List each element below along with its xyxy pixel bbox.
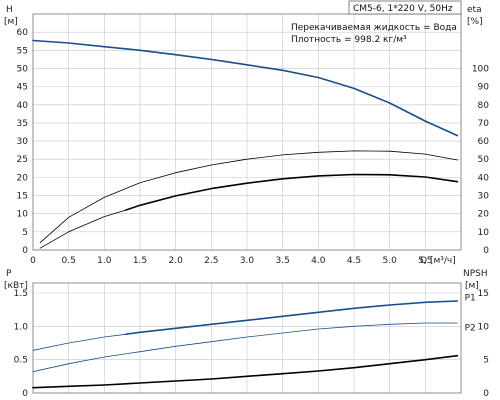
bottom-left-tick-label: 1.5 bbox=[14, 289, 28, 299]
x-tick-label: 5.0 bbox=[383, 256, 398, 266]
bottom-curve-2 bbox=[124, 300, 459, 336]
x-tick-label: 0 bbox=[30, 256, 36, 266]
top-left-tick-label: 0 bbox=[22, 246, 28, 256]
x-tick-label: 1.5 bbox=[133, 256, 147, 266]
top-left-tick-label: 25 bbox=[17, 155, 28, 165]
bottom-curve-1 bbox=[32, 333, 127, 351]
top-right-tick-label: 90 bbox=[478, 83, 490, 93]
x-tick-label: 2.0 bbox=[169, 256, 184, 266]
info-box-text: CM5-6, 1*220 V, 50Hz bbox=[353, 4, 453, 14]
series-label-p2: P2 bbox=[465, 324, 476, 334]
x-axis-label: Q [м³/ч] bbox=[420, 256, 456, 266]
top-curve-2 bbox=[39, 150, 458, 244]
bottom-series-labels: P1 P2 bbox=[465, 294, 476, 334]
series-label-p1: P1 bbox=[465, 294, 476, 304]
top-right-tick-label: 50 bbox=[478, 155, 490, 165]
top-curve-4 bbox=[124, 173, 459, 211]
x-tick-label: 3.0 bbox=[240, 256, 255, 266]
top-left-axis-ticks: 0 5 10 15 20 25 30 35 40 45 50 55 60 bbox=[17, 28, 29, 256]
top-left-tick-label: 55 bbox=[17, 46, 28, 56]
top-right-tick-label: 80 bbox=[478, 101, 490, 111]
x-tick-label: 1.0 bbox=[97, 256, 112, 266]
bottom-right-tick-label: 10 bbox=[478, 322, 490, 332]
top-right-axis-ticks: 0 10 20 30 40 50 60 70 80 90 100 bbox=[472, 64, 489, 256]
x-tick-label: 4.0 bbox=[311, 256, 326, 266]
top-chart: 0 5 10 15 20 25 30 35 40 45 50 55 60 0 10 20 30 40 50 60 70… bbox=[4, 0, 489, 266]
bottom-left-tick-label: 0.5 bbox=[14, 356, 28, 366]
bottom-left-axis-label-2: [кВт] bbox=[4, 281, 28, 291]
x-tick-label: 0.5 bbox=[62, 256, 76, 266]
x-tick-label: 4.5 bbox=[347, 256, 361, 266]
bottom-curve-4 bbox=[32, 354, 459, 389]
top-right-tick-label: 20 bbox=[478, 210, 490, 220]
legend-density: Плотность = 998.2 кг/м³ bbox=[291, 35, 407, 45]
top-right-axis-label-1: eta bbox=[467, 5, 482, 15]
top-left-tick-label: 15 bbox=[17, 192, 28, 202]
top-right-tick-label: 100 bbox=[472, 64, 489, 74]
top-left-tick-label: 20 bbox=[17, 173, 29, 183]
top-left-tick-label: 45 bbox=[17, 83, 28, 93]
bottom-left-axis-label-1: P bbox=[6, 269, 12, 279]
x-tick-label: 5.5 bbox=[418, 256, 432, 266]
top-x-axis-ticks: 0 0.5 1.0 1.5 2.0 2.5 3.0 3.5 4.0 4.5 5.0 5.5 bbox=[30, 256, 432, 266]
top-right-tick-label: 40 bbox=[478, 173, 490, 183]
bottom-right-tick-label: 5 bbox=[483, 356, 489, 366]
top-right-tick-label: 10 bbox=[478, 228, 490, 238]
top-right-tick-label: 30 bbox=[478, 192, 490, 202]
top-right-tick-label: 60 bbox=[478, 137, 490, 147]
top-left-tick-label: 30 bbox=[17, 137, 29, 147]
info-box bbox=[348, 0, 462, 15]
legend-fluid: Перекачиваемая жидкость = Вода bbox=[291, 23, 457, 33]
bottom-right-tick-label: 15 bbox=[478, 289, 489, 299]
top-left-tick-label: 40 bbox=[17, 101, 29, 111]
top-left-tick-label: 5 bbox=[22, 228, 28, 238]
top-curve-1 bbox=[32, 39, 459, 137]
bottom-curve-3 bbox=[32, 322, 458, 373]
top-left-axis-label-2: [м] bbox=[4, 17, 18, 27]
top-left-axis-label-1: H bbox=[6, 5, 13, 15]
top-left-tick-label: 10 bbox=[17, 210, 29, 220]
bottom-chart-frame bbox=[32, 282, 462, 394]
top-chart-grid bbox=[32, 14, 462, 251]
x-tick-label: 3.5 bbox=[276, 256, 290, 266]
bottom-right-axis-label-1: NPSH bbox=[463, 269, 488, 279]
bottom-right-axis-ticks: 0 5 10 15 bbox=[478, 289, 490, 399]
top-curve-3 bbox=[39, 209, 127, 249]
bottom-left-tick-label: 0 bbox=[22, 389, 28, 399]
top-right-axis-label-2: [%] bbox=[467, 17, 483, 27]
top-left-tick-label: 50 bbox=[17, 64, 29, 74]
bottom-right-axis-label-2: [м] bbox=[465, 281, 479, 291]
x-tick-label: 2.5 bbox=[204, 256, 218, 266]
top-chart-frame bbox=[32, 13, 462, 251]
bottom-left-axis-ticks: 0 0.5 1.0 1.5 bbox=[14, 289, 29, 399]
bottom-left-tick-label: 1.0 bbox=[14, 322, 29, 332]
bottom-chart: 0 0.5 1.0 1.5 0 5 10 15 P1 P2 P [кВт] NPSH [м] bbox=[4, 269, 489, 399]
top-left-tick-label: 60 bbox=[17, 28, 29, 38]
top-left-tick-label: 35 bbox=[17, 119, 28, 129]
bottom-chart-curves bbox=[32, 300, 459, 389]
top-right-tick-label: 0 bbox=[483, 246, 489, 256]
top-right-tick-label: 70 bbox=[478, 119, 490, 129]
bottom-right-tick-label: 0 bbox=[483, 389, 489, 399]
top-chart-curves bbox=[32, 39, 459, 249]
